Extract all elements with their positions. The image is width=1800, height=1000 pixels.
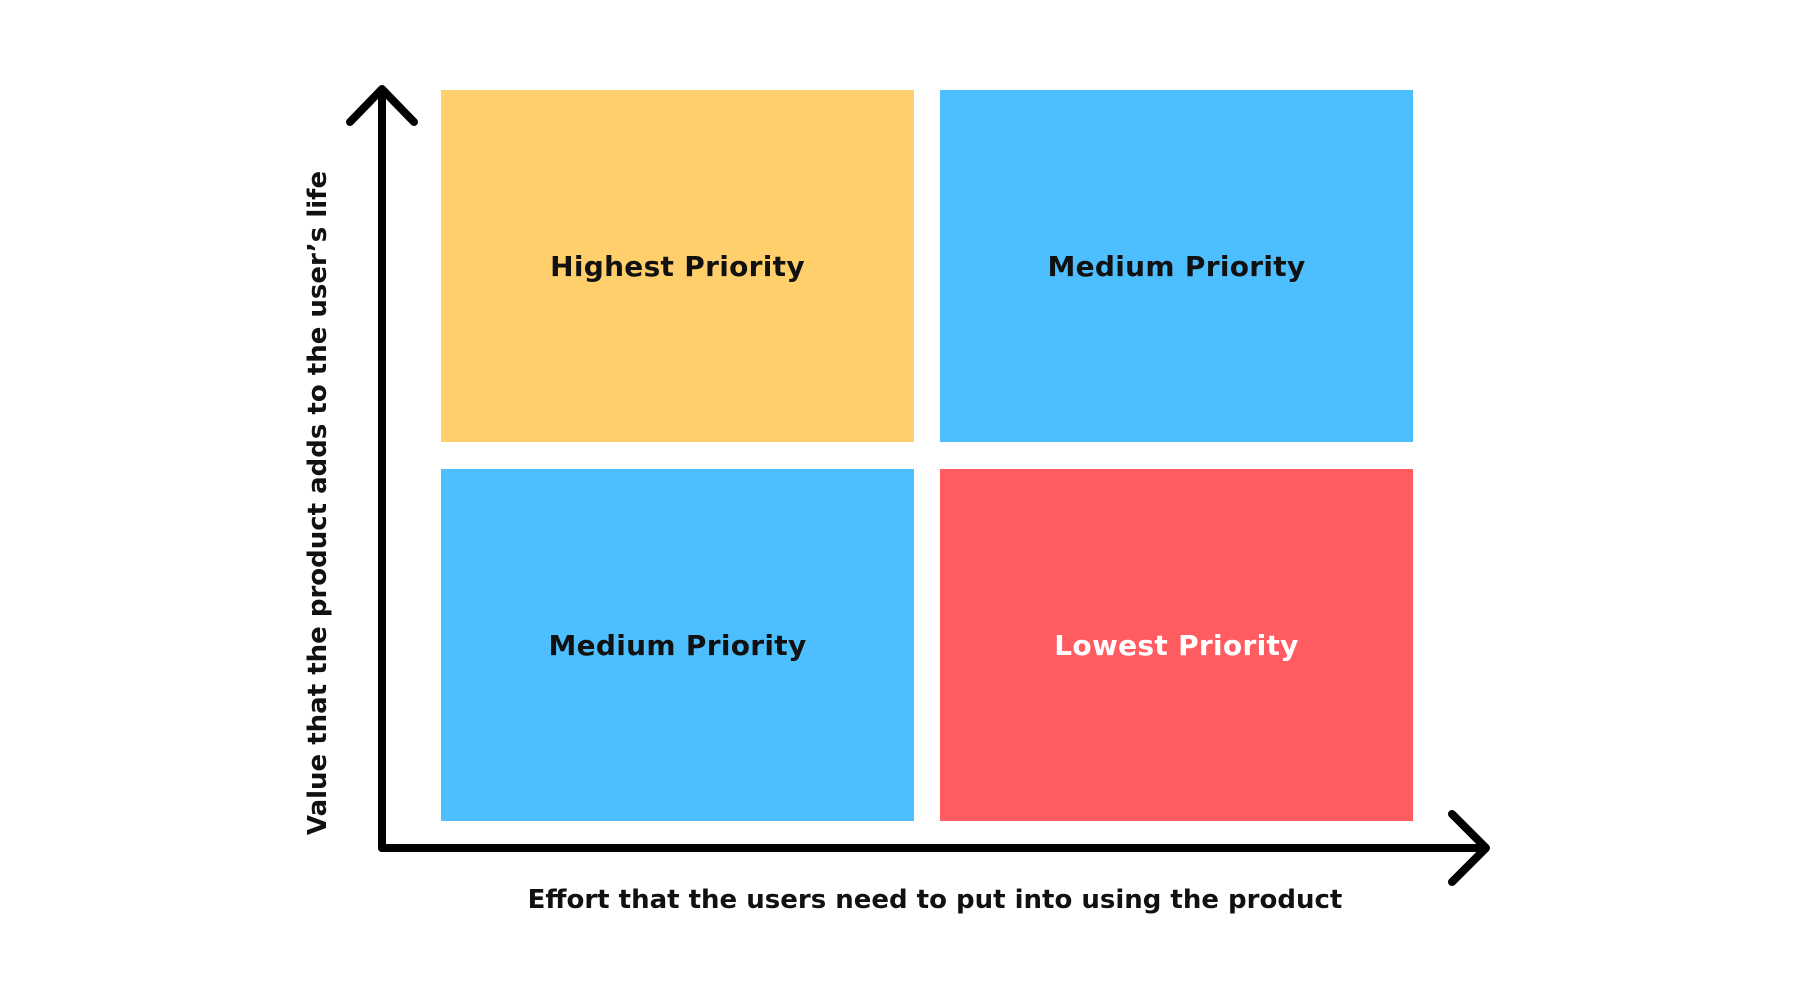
y-axis-label: Value that the product adds to the user’… (303, 170, 333, 836)
quadrant-label: Medium Priority (1047, 249, 1306, 283)
y-axis-arrowhead-icon (346, 85, 418, 126)
x-axis-arrowhead-icon (1448, 810, 1490, 886)
quadrant-medium-priority-top: Medium Priority (940, 90, 1413, 442)
quadrant-medium-priority-bottom: Medium Priority (441, 469, 914, 821)
quadrant-label: Medium Priority (548, 628, 807, 662)
quadrant-label: Lowest Priority (1054, 628, 1299, 662)
x-axis-label: Effort that the users need to put into u… (527, 885, 1343, 915)
quadrant-highest-priority: Highest Priority (441, 90, 914, 442)
quadrant-label: Highest Priority (550, 249, 805, 283)
quadrant-lowest-priority: Lowest Priority (940, 469, 1413, 821)
